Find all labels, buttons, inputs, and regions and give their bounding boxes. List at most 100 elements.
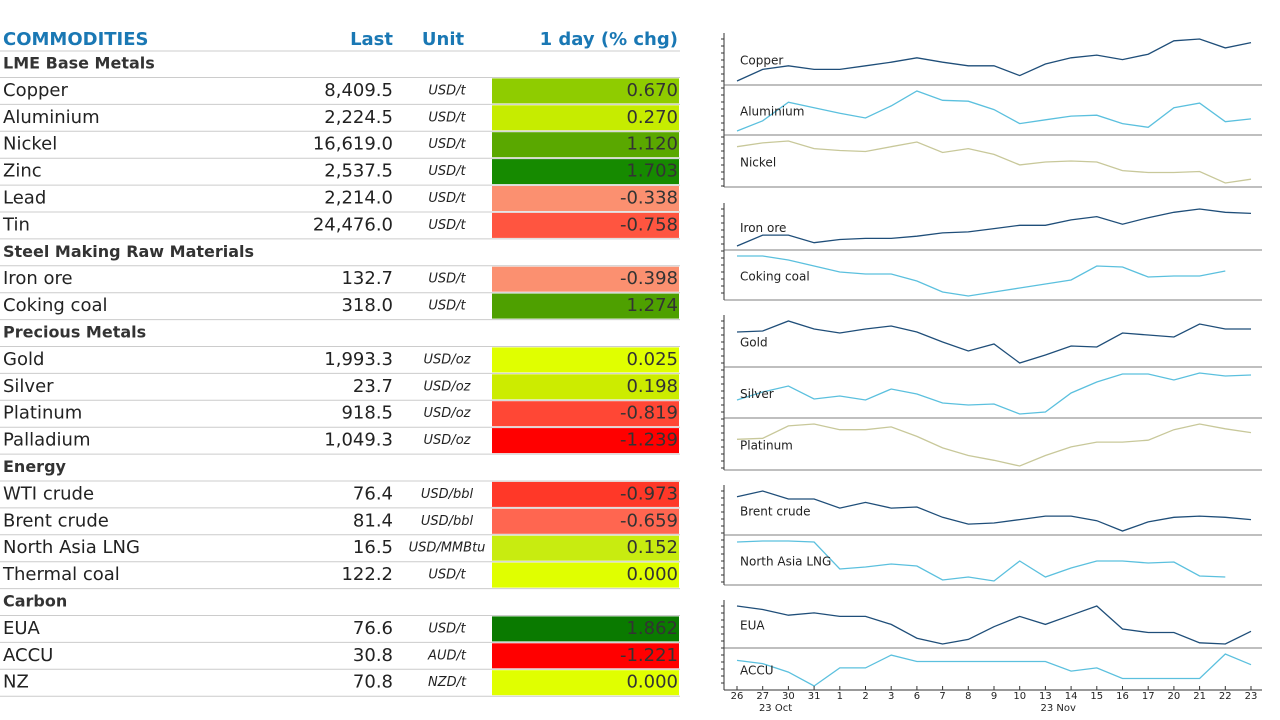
x-tick-label: 30: [782, 691, 795, 702]
change-value: -1.221: [620, 645, 678, 666]
section-label: Carbon: [3, 592, 67, 611]
change-value: 0.670: [626, 80, 678, 101]
sparkline-label: EUA: [740, 619, 765, 633]
x-tick-label: 3: [888, 691, 894, 702]
last-price: 122.2: [341, 564, 393, 585]
last-header: Last: [350, 29, 393, 50]
change-cell: [492, 78, 679, 104]
x-tick-label: 23: [1245, 691, 1258, 702]
x-tick-label: 21: [1193, 691, 1206, 702]
commodity-name: Iron ore: [3, 268, 73, 289]
commodity-name: Lead: [3, 188, 46, 209]
month-label: 23 Nov: [1041, 703, 1077, 714]
unit: USD/t: [428, 218, 466, 233]
table-title: COMMODITIES: [3, 29, 149, 50]
change-cell: [492, 670, 679, 696]
commodity-name: Platinum: [3, 403, 82, 424]
x-tick-label: 8: [965, 691, 971, 702]
x-tick-label: 7: [939, 691, 945, 702]
commodity-name: Tin: [2, 214, 30, 235]
change-value: 0.270: [626, 107, 678, 128]
commodity-name: ACCU: [3, 645, 53, 666]
change-value: -1.239: [620, 430, 678, 451]
last-price: 1,993.3: [324, 349, 393, 370]
sparkline: [736, 540, 1226, 582]
unit: USD/t: [428, 621, 466, 636]
commodity-name: EUA: [3, 618, 41, 639]
last-price: 81.4: [353, 510, 393, 531]
change-value: -0.398: [620, 268, 678, 289]
last-price: 2,537.5: [324, 161, 393, 182]
change-value: 0.025: [626, 349, 678, 370]
x-tick-label: 16: [1116, 691, 1129, 702]
last-price: 30.8: [353, 645, 393, 666]
change-cell: [492, 562, 679, 588]
last-price: 24,476.0: [313, 214, 393, 235]
x-tick-label: 31: [808, 691, 821, 702]
x-tick-label: 27: [756, 691, 769, 702]
sparkline: [736, 208, 1252, 247]
commodity-name: Zinc: [3, 161, 42, 182]
sparkline: [736, 653, 1252, 687]
change-cell: [492, 428, 679, 454]
unit: USD/t: [428, 272, 466, 287]
section-label: Precious Metals: [3, 323, 146, 342]
change-value: -0.659: [620, 510, 678, 531]
change-value: 0.000: [626, 564, 678, 585]
x-tick-label: 22: [1219, 691, 1232, 702]
commodity-name: North Asia LNG: [3, 537, 140, 558]
unit: USD/oz: [424, 379, 472, 394]
change-cell: [492, 508, 679, 534]
sparkline: [736, 372, 1252, 415]
unit: USD/MMBtu: [409, 541, 486, 556]
sparkline-label: Platinum: [740, 439, 793, 453]
change-value: 0.000: [626, 672, 678, 693]
change-value: 1.862: [626, 618, 678, 639]
last-price: 16,619.0: [313, 134, 393, 155]
change-value: -0.819: [620, 403, 678, 424]
x-tick-label: 6: [914, 691, 920, 702]
commodity-name: Coking coal: [3, 295, 108, 316]
last-price: 2,224.5: [324, 107, 393, 128]
x-tick-label: 20: [1168, 691, 1181, 702]
last-price: 2,214.0: [324, 188, 393, 209]
unit: USD/t: [428, 110, 466, 125]
last-price: 76.4: [353, 483, 393, 504]
change-value: -0.758: [620, 214, 678, 235]
change-cell: [492, 186, 679, 211]
last-price: 8,409.5: [324, 80, 393, 101]
last-price: 318.0: [341, 295, 393, 316]
sparkline-label: Coking coal: [740, 270, 810, 284]
unit: AUD/t: [427, 648, 467, 663]
change-cell: [492, 347, 679, 373]
last-price: 16.5: [353, 537, 393, 558]
sparkline-label: Aluminium: [740, 105, 804, 119]
change-cell: [492, 616, 679, 642]
sparkline-label: Iron ore: [740, 221, 786, 235]
x-tick-label: 17: [1142, 691, 1155, 702]
change-cell: [492, 535, 679, 561]
change-cell: [492, 266, 679, 292]
last-price: 1,049.3: [324, 430, 393, 451]
change-value: -0.973: [620, 483, 678, 504]
x-tick-label: 9: [991, 691, 997, 702]
sparkline: [737, 255, 1226, 297]
unit: NZD/t: [428, 675, 467, 690]
sparkline: [736, 140, 1252, 184]
sparkline-label: Gold: [740, 336, 768, 350]
change-cell: [492, 105, 679, 131]
sparkline-label: Silver: [740, 387, 774, 401]
commodity-name: NZ: [3, 672, 29, 693]
commodity-name: Aluminium: [3, 107, 100, 128]
commodity-name: WTI crude: [3, 483, 94, 504]
unit: USD/t: [428, 299, 466, 314]
sparkline: [736, 38, 1252, 82]
commodity-name: Nickel: [3, 134, 57, 155]
commodity-name: Copper: [3, 80, 69, 101]
change-value: 1.120: [626, 134, 678, 155]
unit: USD/t: [428, 568, 466, 583]
sparkline-label: ACCU: [740, 664, 774, 678]
sparkline-label: Nickel: [740, 156, 776, 170]
commodity-name: Palladium: [3, 430, 90, 451]
x-tick-label: 14: [1065, 691, 1078, 702]
